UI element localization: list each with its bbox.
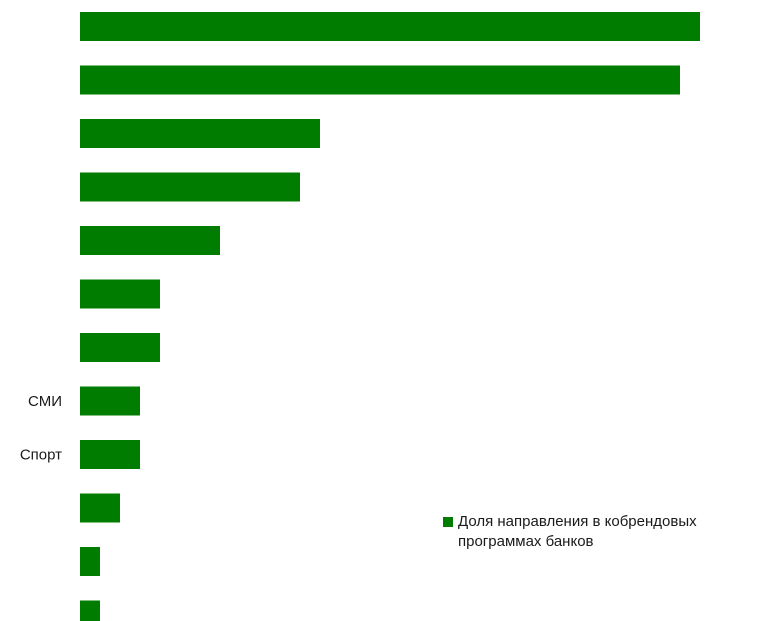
- bar-10: [80, 493, 120, 523]
- bar-5: [80, 226, 220, 255]
- bar-7: [80, 333, 160, 362]
- bar-11: [80, 547, 100, 576]
- bar-1: [80, 12, 700, 41]
- bar-3: [80, 119, 320, 148]
- bar-8: [80, 386, 140, 416]
- bar-12: [80, 600, 100, 621]
- bar-4: [80, 172, 300, 202]
- legend-swatch: [443, 517, 453, 527]
- legend: Доля направления в кобрендовых программа…: [443, 512, 776, 552]
- bar-9: [80, 440, 140, 469]
- bar-2: [80, 65, 680, 95]
- category-label: Спорт: [20, 447, 62, 464]
- category-label: СМИ: [28, 393, 62, 410]
- bar-6: [80, 279, 160, 309]
- legend-label: Доля направления в кобрендовых программа…: [458, 513, 697, 550]
